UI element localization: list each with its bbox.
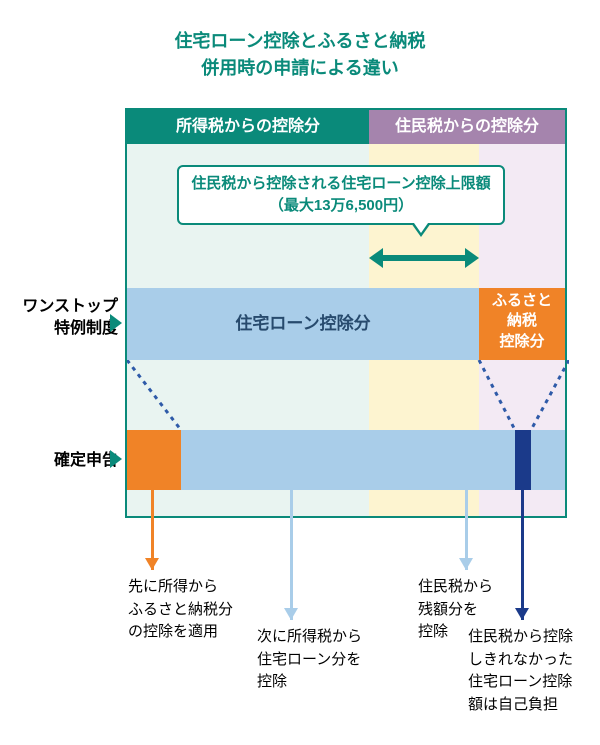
arrow-caption4-icon bbox=[521, 488, 524, 620]
arrow-caption2-icon bbox=[290, 488, 293, 620]
caption-2: 次に所得税から 住宅ローン分を 控除 bbox=[257, 626, 362, 694]
pointer-onestop-icon bbox=[110, 314, 122, 332]
diagram-container: 住宅ローン控除とふるさと納税 併用時の申請による違い ワンストップ 特例制度 確… bbox=[0, 0, 600, 745]
diagram-box: 所得税からの控除分 住民税からの控除分 住民税から控除される住宅ローン控除上限額… bbox=[125, 108, 567, 518]
bar-furusato-deduction: ふるさと 納税 控除分 bbox=[479, 288, 565, 360]
header-resident-tax: 住民税からの控除分 bbox=[369, 110, 565, 144]
header-income-tax: 所得税からの控除分 bbox=[127, 110, 369, 144]
row-onestop: 住宅ローン控除分 ふるさと 納税 控除分 bbox=[127, 288, 565, 360]
title-line1: 住宅ローン控除とふるさと納税 bbox=[174, 31, 425, 51]
side-label-onestop: ワンストップ 特例制度 bbox=[22, 296, 118, 341]
range-arrow-icon bbox=[369, 248, 479, 268]
caption-4: 住民税から控除 しきれなかった 住宅ローン控除 額は自己負担 bbox=[468, 626, 573, 716]
caption-1: 先に所得から ふるさと納税分 の控除を適用 bbox=[128, 576, 233, 644]
title-line2: 併用時の申請による違い bbox=[201, 58, 398, 78]
row-kakutei bbox=[127, 430, 565, 490]
arrow-caption1-icon bbox=[151, 488, 154, 570]
pointer-kakutei-icon bbox=[110, 450, 122, 468]
bar-seg-self-pay bbox=[515, 430, 531, 490]
bar-seg-furusato-first bbox=[127, 430, 181, 490]
side-label-kakutei: 確定申告 bbox=[54, 450, 118, 472]
dotted-connectors bbox=[127, 360, 569, 430]
callout-limit-box: 住民税から控除される住宅ローン控除上限額 （最大13万6,500円） bbox=[177, 165, 505, 225]
chart-title: 住宅ローン控除とふるさと納税 併用時の申請による違い bbox=[0, 28, 600, 82]
bar-seg-housing-loan bbox=[181, 430, 515, 490]
bar-housing-loan-deduction: 住宅ローン控除分 bbox=[127, 288, 479, 360]
arrow-caption3-icon bbox=[465, 488, 468, 570]
bar-seg-resident-remainder bbox=[531, 430, 565, 490]
